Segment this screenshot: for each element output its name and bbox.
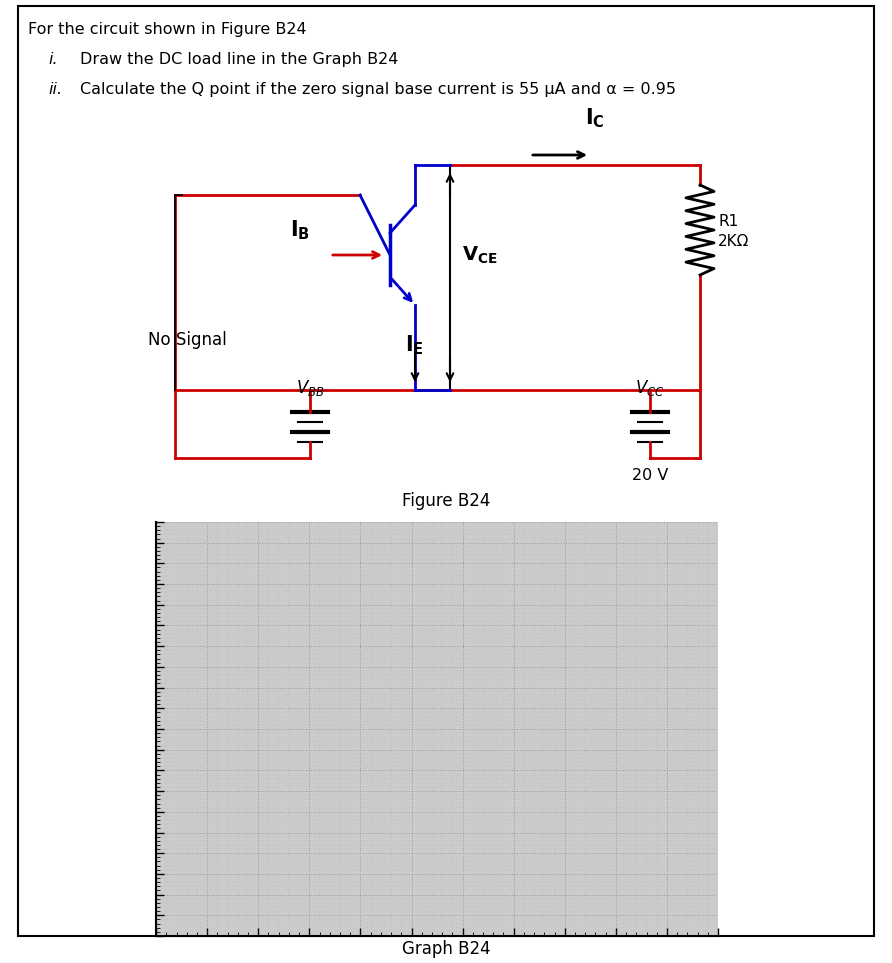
Text: $V_{CC}$: $V_{CC}$ [635, 378, 665, 398]
Text: $\mathbf{I_B}$: $\mathbf{I_B}$ [290, 219, 310, 242]
Text: i.: i. [48, 52, 58, 67]
Text: Draw the DC load line in the Graph B24: Draw the DC load line in the Graph B24 [80, 52, 399, 67]
Text: 2KΩ: 2KΩ [718, 235, 749, 249]
Text: R1: R1 [718, 215, 739, 229]
Text: 20 V: 20 V [632, 468, 668, 483]
Text: Calculate the Q point if the zero signal base current is 55 μA and α = 0.95: Calculate the Q point if the zero signal… [80, 82, 676, 97]
Text: For the circuit shown in Figure B24: For the circuit shown in Figure B24 [28, 22, 307, 37]
Text: $\mathbf{I_C}$: $\mathbf{I_C}$ [585, 106, 605, 130]
Text: Graph B24: Graph B24 [401, 940, 491, 958]
Text: $\mathbf{I_E}$: $\mathbf{I_E}$ [405, 333, 424, 357]
Text: No Signal: No Signal [148, 331, 227, 349]
Text: $V_{BB}$: $V_{BB}$ [295, 378, 325, 398]
Text: ii.: ii. [48, 82, 62, 97]
Text: Figure B24: Figure B24 [401, 492, 491, 510]
Text: $\mathbf{V_{CE}}$: $\mathbf{V_{CE}}$ [462, 245, 498, 266]
